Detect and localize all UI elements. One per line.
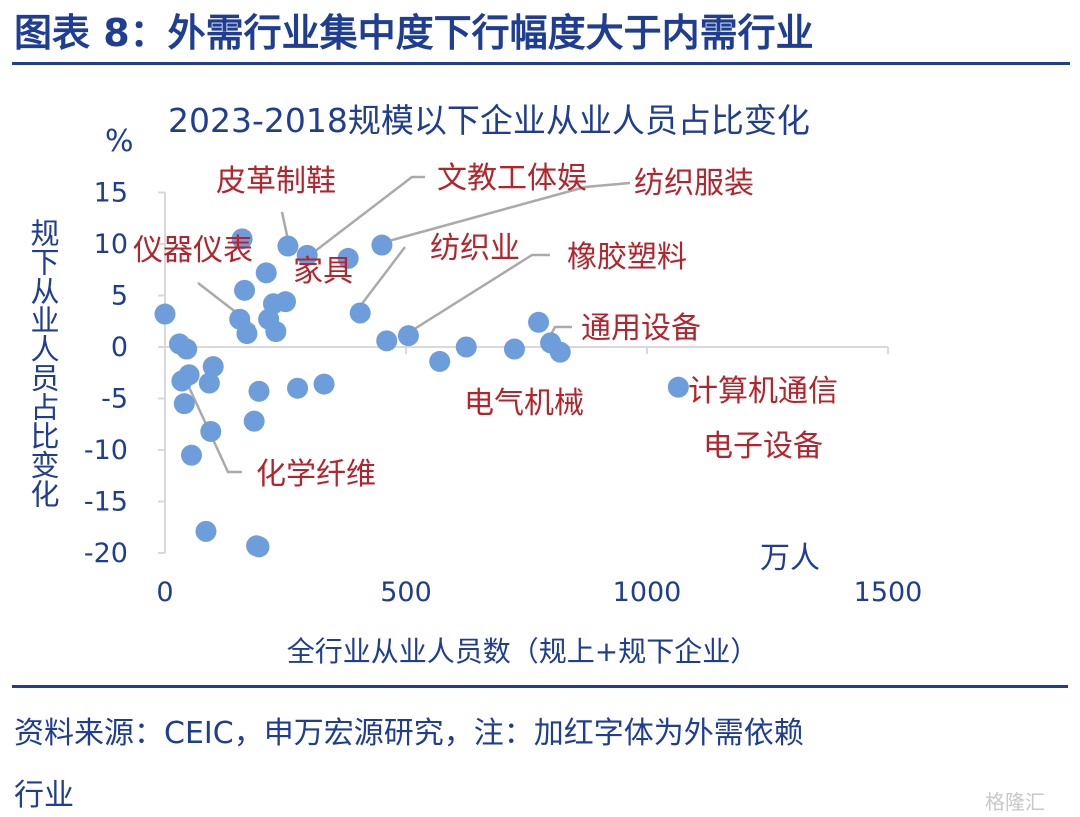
annotation-label: 纺织业 <box>430 231 520 266</box>
annotation-label: 文教工体娱 <box>437 161 587 196</box>
annotation-label: 电气机械 <box>464 386 584 421</box>
axes <box>158 191 889 554</box>
scatter-point <box>503 338 525 360</box>
scatter-point <box>337 247 359 269</box>
scatter-point <box>195 520 217 542</box>
y-tick-label: -15 <box>84 487 128 518</box>
data-points <box>154 228 689 558</box>
scatter-point <box>176 338 198 360</box>
leader-line <box>407 253 550 335</box>
scatter-point <box>549 341 571 363</box>
y-tick-label: 0 <box>111 332 128 363</box>
x-tick-label: 500 <box>380 577 432 608</box>
y-axis-unit: % <box>105 124 134 159</box>
scatter-point <box>229 308 251 330</box>
leader-line <box>180 371 242 474</box>
y-axis-label: 规下从业人员占比变化 <box>26 218 60 508</box>
bottom-rule <box>12 685 1068 688</box>
scatter-point <box>234 279 256 301</box>
scatter-point <box>231 228 253 250</box>
scatter-point <box>455 336 477 358</box>
scatter-point <box>275 291 296 313</box>
scatter-point <box>178 364 200 386</box>
source-note: 资料来源：CEIC，申万宏源研究，注：加红字体为外需依赖 <box>14 716 804 751</box>
leader-line <box>280 211 290 241</box>
x-tick-label: 1000 <box>613 577 682 608</box>
source-note-continued: 行业 <box>14 778 74 813</box>
annotation-label: 家具 <box>293 254 353 289</box>
y-tick-label: -10 <box>84 435 128 466</box>
scatter-point <box>397 325 419 347</box>
top-rule <box>12 62 1070 65</box>
scatter-point <box>313 373 335 395</box>
annotation-label: 通用设备 <box>581 311 701 346</box>
scatter-point <box>243 410 265 432</box>
leader-line <box>384 181 631 244</box>
y-tick-label: 5 <box>111 281 128 312</box>
scatter-point <box>173 393 195 415</box>
x-axis-label: 全行业从业人员数（规上+规下企业） <box>286 635 759 668</box>
scatter-point <box>371 234 393 256</box>
scatter-point <box>265 321 287 343</box>
scatter-point <box>287 377 309 399</box>
annotation-label: 仪器仪表 <box>133 233 253 268</box>
tick-labels: 15 10 5 0 -5 -10 -15 -20 0 500 1000 1500 <box>84 178 922 609</box>
y-tick-label: -5 <box>101 384 128 415</box>
scatter-point <box>376 330 398 352</box>
x-tick-label: 0 <box>156 577 173 608</box>
scatter-point <box>198 372 220 394</box>
annotation-label: 橡胶塑料 <box>567 240 687 275</box>
annotation-label: 电子设备 <box>703 429 823 464</box>
x-axis-unit: 万人 <box>760 541 820 576</box>
scatter-point <box>349 302 371 324</box>
scatter-point <box>296 244 318 266</box>
scatter-point <box>429 350 451 372</box>
annotation-label: 皮革制鞋 <box>216 164 336 199</box>
leader-line <box>354 246 406 314</box>
scatter-point <box>248 380 270 402</box>
watermark: 格隆汇 <box>985 790 1045 814</box>
scatter-point <box>528 311 550 333</box>
leader-line <box>309 175 425 256</box>
annotation-label: 计算机通信 <box>688 374 838 409</box>
y-tick-label: 10 <box>94 229 128 260</box>
annotation-label: 纺织服装 <box>634 166 754 201</box>
x-tick-label: 1500 <box>854 577 923 608</box>
scatter-point <box>181 444 203 466</box>
figure-heading: 图表 8：外需行业集中度下行幅度大于内需行业 <box>14 11 814 55</box>
scatter-point <box>154 303 176 325</box>
annotation-label: 化学纤维 <box>256 457 376 492</box>
y-tick-label: 15 <box>94 178 128 209</box>
scatter-point <box>255 262 277 284</box>
scatter-point <box>277 235 299 257</box>
scatter-point <box>667 376 689 398</box>
y-tick-label: -20 <box>84 538 128 569</box>
scatter-point <box>200 420 222 442</box>
chart-title: 2023-2018规模以下企业从业人员占比变化 <box>168 101 810 140</box>
scatter-point <box>246 535 268 557</box>
scatter-point <box>202 356 224 378</box>
